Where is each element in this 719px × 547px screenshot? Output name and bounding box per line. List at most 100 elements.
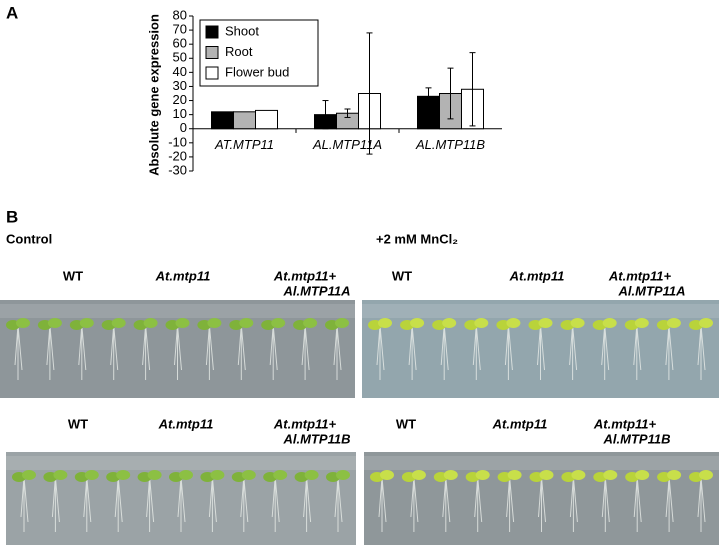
- leaf: [634, 318, 649, 328]
- root: [665, 324, 674, 380]
- root: [20, 476, 29, 532]
- root: [174, 324, 182, 380]
- genotype-label: At.mtp11: [509, 268, 565, 283]
- plate-shine: [364, 456, 719, 470]
- root: [205, 324, 214, 380]
- leaf: [47, 318, 62, 328]
- root: [333, 324, 342, 380]
- root: [440, 324, 449, 380]
- leaf: [474, 318, 489, 328]
- y-tick-label: -30: [168, 162, 187, 177]
- bar: [255, 109, 278, 130]
- root: [408, 324, 417, 380]
- root: [46, 324, 55, 380]
- genotype-label: At.mtp11+: [273, 416, 337, 431]
- genotype-label: Al.MTP11B: [283, 431, 351, 446]
- root: [51, 476, 60, 532]
- leaf: [411, 470, 426, 480]
- leaf: [241, 470, 256, 480]
- root: [569, 476, 578, 532]
- genotype-label: Al.MTP11A: [618, 283, 686, 298]
- leaf: [538, 318, 553, 328]
- root: [208, 476, 217, 532]
- root: [269, 324, 278, 380]
- panel-label: B: [6, 207, 18, 226]
- leaf: [239, 318, 254, 328]
- genotype-label: At.mtp11: [492, 416, 548, 431]
- genotype-label: At.mtp11: [158, 416, 214, 431]
- genotype-label: WT: [396, 416, 416, 431]
- leaf: [410, 318, 425, 328]
- y-tick-label: 50: [173, 50, 187, 65]
- leaf: [507, 470, 522, 480]
- genotype-label: WT: [68, 416, 88, 431]
- leaf: [207, 318, 222, 328]
- genotype-label: At.mtp11: [155, 268, 211, 283]
- root: [697, 324, 706, 380]
- y-tick-label: 10: [173, 106, 187, 121]
- leaf: [699, 318, 713, 328]
- leaf: [635, 470, 650, 480]
- root: [697, 476, 706, 532]
- leaf: [79, 318, 94, 328]
- y-tick-label: -10: [168, 134, 187, 149]
- error-bar: [366, 32, 373, 155]
- leaf: [539, 470, 554, 480]
- root: [506, 476, 515, 532]
- legend-swatch: [205, 46, 219, 59]
- x-tick-label: AT.MTP11: [214, 137, 274, 152]
- root: [142, 324, 151, 380]
- genotype-label: Al.MTP11A: [283, 283, 351, 298]
- genotype-label: At.mtp11+: [273, 268, 337, 283]
- leaf: [179, 470, 193, 480]
- root: [537, 324, 545, 380]
- leaf: [147, 470, 162, 480]
- leaf: [506, 318, 521, 328]
- root: [146, 476, 155, 532]
- y-axis-label: Absolute gene expression: [146, 14, 161, 176]
- panel-label: A: [6, 3, 18, 22]
- plate-shine: [6, 456, 356, 470]
- leaf: [571, 470, 586, 480]
- genotype-label: Al.MTP11B: [603, 431, 671, 446]
- error-bar: [344, 108, 351, 118]
- leaf: [570, 318, 585, 328]
- condition-label: +2 mM MnCl₂: [376, 231, 458, 246]
- leaf: [475, 470, 490, 480]
- error-bar: [425, 87, 432, 106]
- root: [110, 324, 119, 380]
- leaf: [304, 470, 319, 480]
- legend-swatch: [205, 25, 219, 39]
- genotype-label: At.mtp11+: [593, 416, 657, 431]
- root: [633, 476, 642, 532]
- root: [376, 324, 385, 380]
- legend-label: Flower bud: [225, 64, 289, 79]
- root: [334, 476, 343, 532]
- y-tick-label: 30: [173, 78, 187, 93]
- y-tick-label: -20: [168, 148, 187, 163]
- condition-label: Control: [6, 231, 52, 246]
- legend-swatch: [205, 66, 219, 80]
- leaf: [303, 318, 318, 328]
- bar: [211, 111, 234, 130]
- leaf: [336, 470, 350, 480]
- error-bar: [322, 100, 329, 130]
- root: [538, 476, 546, 532]
- root: [177, 476, 186, 532]
- genotype-label: WT: [63, 268, 83, 283]
- root: [504, 324, 513, 380]
- y-tick-label: 20: [173, 92, 187, 107]
- error-bar: [469, 52, 476, 127]
- y-tick-label: 0: [180, 120, 187, 135]
- y-tick-label: 70: [173, 22, 187, 37]
- root: [83, 476, 92, 532]
- root: [301, 324, 310, 380]
- root: [114, 476, 123, 532]
- leaf: [271, 318, 286, 328]
- bar: [233, 111, 256, 130]
- root: [14, 324, 23, 380]
- leaf: [84, 470, 99, 480]
- root: [410, 476, 419, 532]
- x-tick-label: AL.MTP11A: [312, 137, 382, 152]
